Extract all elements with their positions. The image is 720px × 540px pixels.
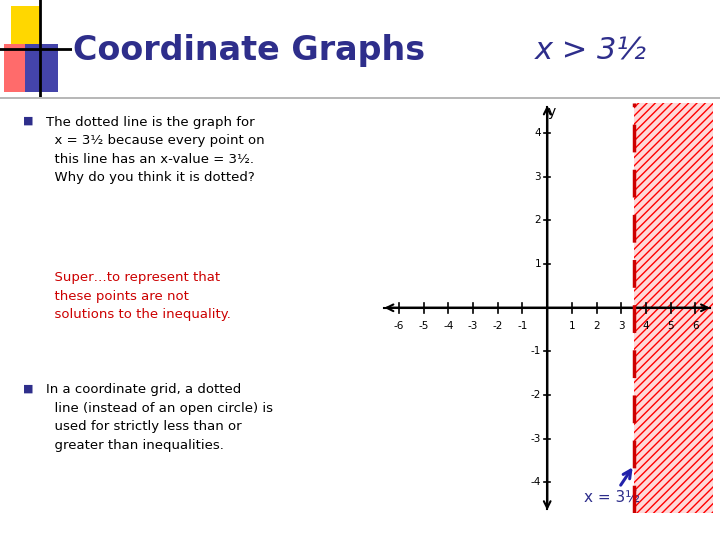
Text: -6: -6 [394,321,404,331]
Text: -1: -1 [517,321,528,331]
Text: Coordinate Graphs: Coordinate Graphs [73,34,425,67]
Text: -5: -5 [418,321,429,331]
Text: 6: 6 [692,321,699,331]
Text: 4: 4 [643,321,649,331]
Text: -4: -4 [443,321,454,331]
Text: x = 3½: x = 3½ [584,470,640,505]
Text: x > 3½: x > 3½ [534,36,647,65]
Text: -4: -4 [531,477,541,488]
Bar [25,44,58,92]
Text: 1: 1 [534,259,541,269]
Text: -2: -2 [492,321,503,331]
Bar [4,44,34,92]
Text: 5: 5 [667,321,674,331]
Text: y: y [547,105,556,119]
Text: In a coordinate grid, a dotted
  line (instead of an open circle) is
  used for : In a coordinate grid, a dotted line (ins… [46,383,273,452]
Text: 2: 2 [534,215,541,226]
Text: Super…to represent that
  these points are not
  solutions to the inequality.: Super…to represent that these points are… [46,271,231,321]
Text: The dotted line is the graph for
  x = 3½ because every point on
  this line has: The dotted line is the graph for x = 3½ … [46,116,265,184]
Text: 2: 2 [593,321,600,331]
Text: -2: -2 [531,390,541,400]
Text: 4: 4 [534,128,541,138]
Text: ■: ■ [23,383,33,394]
Text: 3: 3 [618,321,625,331]
Bar [634,103,713,513]
Text: ■: ■ [23,116,33,126]
Text: -3: -3 [531,434,541,444]
Text: -1: -1 [531,347,541,356]
Text: 1: 1 [569,321,575,331]
Bar [11,6,41,56]
Text: -3: -3 [468,321,478,331]
Text: 3: 3 [534,172,541,182]
